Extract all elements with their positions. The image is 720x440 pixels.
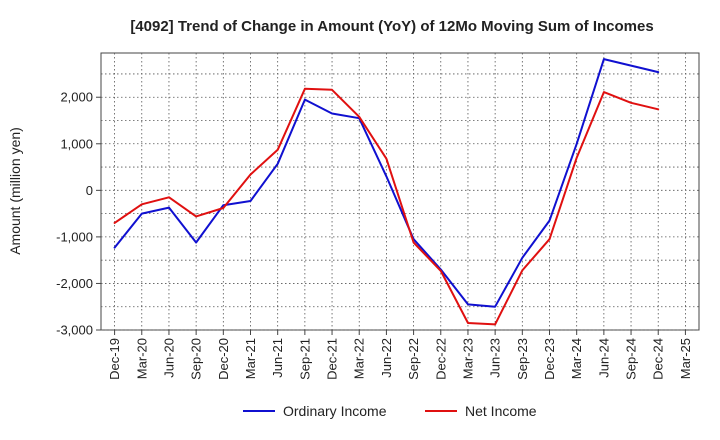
x-tick-label: Jun-24 <box>596 338 611 378</box>
x-tick-label: Mar-25 <box>678 338 693 379</box>
series-line-net-income <box>113 87 660 326</box>
x-tick-label: Dec-19 <box>107 338 122 380</box>
x-tick-label: Dec-23 <box>542 338 557 380</box>
x-tick-label: Dec-22 <box>433 338 448 380</box>
legend-label: Ordinary Income <box>283 403 387 419</box>
y-tick-label: -2,000 <box>56 276 93 291</box>
x-tick-label: Dec-24 <box>651 338 666 380</box>
x-tick-label: Sep-21 <box>297 338 312 380</box>
y-tick-label: 2,000 <box>60 90 93 105</box>
series-line-ordinary-income <box>113 58 660 308</box>
y-tick-label: 1,000 <box>60 136 93 151</box>
series-lines <box>113 58 660 326</box>
legend-item-ordinary-income: Ordinary Income <box>243 403 387 419</box>
y-axis-label: Amount (million yen) <box>7 127 23 255</box>
x-axis-ticks: Dec-19 Mar-20 Jun-20 Sep-20 Dec-20 Mar-21 Jun-… <box>107 330 693 380</box>
x-tick-label: Jun-23 <box>488 338 503 378</box>
x-tick-label: Sep-24 <box>624 338 639 380</box>
x-tick-label: Mar-20 <box>134 338 149 379</box>
x-tick-label: Sep-23 <box>515 338 530 380</box>
x-tick-label: Sep-20 <box>189 338 204 380</box>
x-tick-label: Sep-22 <box>406 338 421 380</box>
plot-area <box>100 52 700 331</box>
x-tick-label: Mar-23 <box>460 338 475 379</box>
y-tick-label: 0 <box>86 183 93 198</box>
x-tick-label: Mar-24 <box>569 338 584 379</box>
chart-title: [4092] Trend of Change in Amount (YoY) o… <box>130 18 653 35</box>
x-tick-label: Jun-22 <box>379 338 394 378</box>
x-tick-label: Mar-21 <box>243 338 258 379</box>
y-tick-label: -3,000 <box>56 323 93 338</box>
legend-item-net-income: Net Income <box>425 403 537 419</box>
x-tick-label: Jun-21 <box>270 338 285 378</box>
y-tick-label: -1,000 <box>56 229 93 244</box>
x-tick-label: Dec-20 <box>216 338 231 380</box>
legend: Ordinary Income Net Income <box>243 403 537 419</box>
x-tick-label: Jun-20 <box>161 338 176 378</box>
legend-label: Net Income <box>465 403 537 419</box>
x-tick-label: Dec-21 <box>325 338 340 380</box>
x-tick-label: Mar-22 <box>352 338 367 379</box>
y-axis-ticks: -3,000 -2,000 -1,000 0 1,000 2,000 <box>56 90 101 338</box>
